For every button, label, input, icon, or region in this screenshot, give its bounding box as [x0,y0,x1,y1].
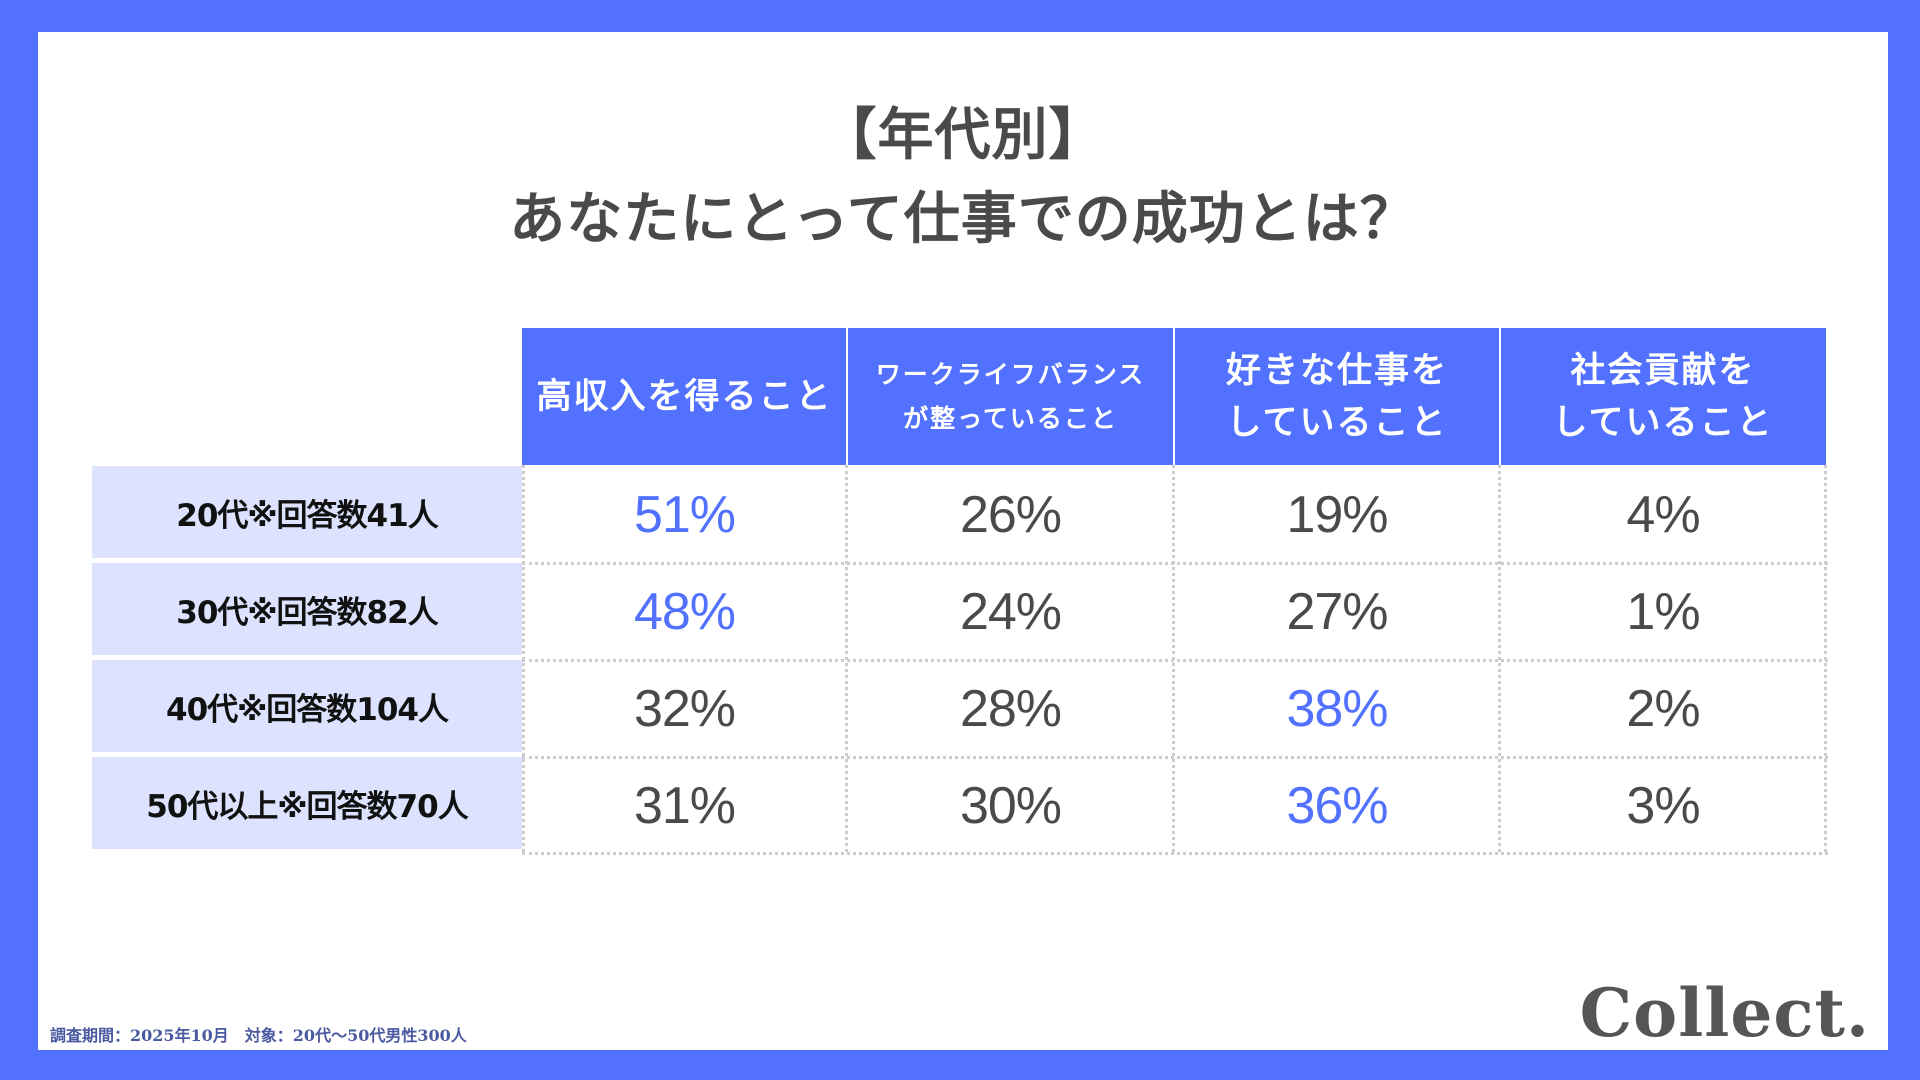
column-header-text: 高収入を得ること [536,376,833,417]
row-divider [522,659,1828,662]
column-header-text: していること [1552,402,1774,443]
column-divider [1824,465,1827,852]
chart-title: 【年代別】 あなたにとって仕事での成功とは？ [38,94,1888,262]
row-divider [522,562,1828,565]
table-cell: 3% [1626,776,1700,835]
column-header-4: 社会貢献をしていること [1500,328,1826,465]
column-header-text: していること [1226,402,1448,443]
table-cell: 2% [1626,679,1700,738]
table-cell: 24% [959,582,1062,641]
table-cell: 4% [1626,485,1700,544]
column-divider [845,465,848,852]
header-divider [1499,328,1501,465]
table-cell: 26% [959,485,1062,544]
table-cell: 32% [633,679,736,738]
row-label: 30代※回答数82人 [92,563,522,655]
table-cell: 38% [1286,679,1388,738]
row-label: 40代※回答数104人 [92,660,522,752]
column-divider [1172,465,1175,852]
row-divider [522,852,1828,855]
column-header-text: 社会貢献を [1570,350,1756,391]
column-header-text: 好きな仕事を [1225,350,1448,391]
column-header-3: 好きな仕事を していること [1174,328,1500,465]
column-divider [522,465,525,852]
column-header-text: ワークライフバランス [875,359,1146,389]
table-cell: 48% [633,582,736,641]
row-label: 20代※回答数41人 [92,466,522,558]
column-header-1: 高収入を得ること [522,328,847,465]
collect-logo: Collect. [1579,974,1870,1052]
table-cell: 51% [633,485,736,544]
slide-panel: 【年代別】 あなたにとって仕事での成功とは？ 高収入を得ること ワークライフバラン… [38,32,1888,1052]
table-cell: 28% [959,679,1062,738]
table-cell: 30% [959,776,1062,835]
row-label: 50代以上※回答数70人 [92,757,522,849]
header-divider [1173,328,1175,465]
row-divider [522,756,1828,759]
column-header-2: ワークライフバランス が整っていること [847,328,1174,465]
table-cell: 27% [1286,582,1388,641]
column-header-text: が整っていること [903,403,1118,433]
title-line-1: 【年代別】 [820,103,1106,168]
survey-footnote: 調査期間：2025年10月 対象：20代〜50代男性300人 [50,1026,467,1045]
header-divider [846,328,848,465]
table-cell: 19% [1286,485,1388,544]
column-divider [1498,465,1501,852]
table-cell: 31% [633,776,736,835]
title-line-2: あなたにとって仕事での成功とは？ [509,187,1417,252]
table-cell: 1% [1626,582,1700,641]
table-cell: 36% [1286,776,1388,835]
